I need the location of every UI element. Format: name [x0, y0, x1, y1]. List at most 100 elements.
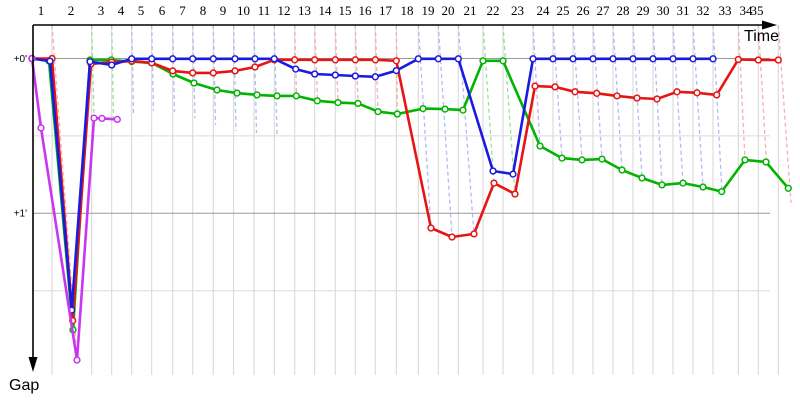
series-green-car-line [30, 57, 790, 332]
series-blue-car-lap-marker [128, 55, 136, 63]
series-red-car-lap-marker [754, 56, 762, 64]
gap-axis-label: Gap [9, 377, 39, 394]
series-blue-car-lap-marker [46, 57, 54, 65]
series-red-car-lap-marker [392, 57, 400, 65]
series-blue-car-lap-marker [414, 55, 422, 63]
lap-number-label: 23 [511, 3, 524, 18]
series-green-car-lap-marker [784, 184, 792, 192]
series-green-car-lap-marker [499, 57, 507, 65]
series-blue-car [28, 54, 717, 314]
series-green-car-lap-marker [334, 98, 342, 107]
lap-crossing-dashed-line-blue [672, 24, 684, 184]
series-blue-car-lap-marker [189, 55, 197, 63]
lap-crossing-dashed-line-blue [417, 24, 432, 229]
series-green-car-lap-marker [699, 183, 707, 191]
series-blue-car-lap-marker [649, 55, 657, 63]
series-blue-car-lap-marker [231, 55, 239, 63]
series-green-car-lap-marker [762, 158, 770, 166]
series-green-car-lap-marker [578, 156, 586, 164]
series-red-car-lap-marker [693, 89, 701, 97]
series-blue-car-lap-marker [609, 55, 617, 63]
lap-number-label: 19 [422, 3, 435, 18]
lap-crossing-dashed-line-blue [532, 24, 541, 146]
series-blue-car-lap-marker [689, 55, 697, 63]
lap-number-label: 17 [379, 3, 393, 18]
lap-crossing-dashed-line-green [91, 24, 95, 117]
series-red-car-lap-marker [470, 230, 478, 238]
series-red-car-lap-marker [713, 91, 721, 99]
series-blue-car-lap-marker [509, 170, 517, 178]
series-blue-car-lap-marker [270, 55, 278, 63]
lap-number-label: 30 [657, 3, 670, 18]
series-red-car-lap-marker [633, 94, 641, 102]
lap-number-label: 12 [278, 3, 291, 18]
series-green-car-lap-marker [679, 179, 687, 187]
series-red-car-lap-marker [531, 82, 539, 90]
series-green-car-lap-marker [441, 105, 449, 113]
series-green-car-lap-marker [253, 91, 261, 99]
lap-number-label: 15 [339, 3, 352, 18]
lap-number-label: 35 [751, 3, 764, 18]
lap-number-label: 8 [200, 3, 207, 18]
series-green-car-lap-marker [292, 92, 300, 100]
series-red-car-lap-marker [331, 56, 339, 64]
series-red-car-lap-marker [571, 88, 579, 96]
series-blue-car-lap-marker [292, 65, 300, 73]
lap-crossing-dashed-line-red [777, 24, 792, 204]
lap-crossing-dashed-line-red [757, 24, 768, 163]
gap-axis-arrow-icon [28, 357, 38, 372]
series-red-car-lap-marker [427, 224, 435, 232]
series-green-car-lap-marker [313, 97, 321, 105]
horizontal-gridlines [33, 58, 770, 292]
series-red-car-lap-marker [551, 83, 559, 91]
series-red-car-lap-marker [231, 67, 239, 75]
series-blue-car-lap-marker [371, 73, 379, 81]
lap-number-label: 34 [740, 3, 754, 18]
lap-number-label: 31 [677, 3, 690, 18]
series-red-car-lap-marker [448, 233, 456, 241]
lap-crossing-dashed-line-red [334, 24, 339, 103]
series-green-car-lap-marker [213, 86, 221, 94]
series-red-car-line [30, 57, 780, 322]
series-green-car-lap-marker [233, 89, 241, 97]
lap-crossing-dashed-line-green [482, 24, 495, 184]
series-blue-car-lap-marker [331, 71, 339, 79]
series-blue-car-lap-marker [529, 55, 537, 63]
series-green-car-lap-marker [598, 155, 606, 163]
series-blue-car-lap-marker [434, 55, 442, 63]
series-blue-car-lap-marker [489, 167, 497, 175]
series-blue-car-lap-marker [108, 61, 116, 69]
lap-number-label: 13 [298, 3, 311, 18]
series-red-car-lap-marker [490, 179, 498, 187]
series-magenta-car-lap-marker [28, 54, 36, 63]
series-blue-car-lap-marker [454, 55, 462, 63]
series-green-car-lap-marker [658, 181, 666, 189]
series-blue-car-lap-marker [569, 55, 577, 63]
series-red-car-lap-marker [189, 69, 197, 77]
series-blue-car-line [30, 57, 715, 312]
lap-crossing-dashed-line-blue [552, 24, 563, 159]
series-blue-car-lap-marker [549, 55, 557, 63]
lap-crossing-dashed-line-red [737, 24, 746, 160]
lap-crossing-dashed-line-red [354, 24, 359, 104]
series-blue-car-lap-marker [629, 55, 637, 63]
series-blue-car-lap-marker [251, 55, 259, 63]
series-red-car-lap-marker [593, 89, 601, 97]
series-green-car-lap-marker [618, 166, 626, 174]
series-blue-car-lap-marker [148, 55, 156, 63]
series-green-car [28, 54, 792, 334]
lap-crossing-dashed-line-blue [572, 24, 583, 160]
series-red-car-lap-marker [673, 88, 681, 96]
series-green-car-lap-marker [479, 57, 487, 65]
lap-number-label: 33 [719, 3, 732, 18]
series-blue-car-lap-marker [311, 70, 319, 78]
series-blue-car-lap-marker [669, 55, 677, 63]
series-red-car-lap-marker [371, 56, 379, 64]
vertical-gridlines [51, 25, 779, 375]
series-red-car-lap-marker [774, 56, 782, 64]
series-magenta-car-lap-marker [98, 114, 106, 123]
lap-crossing-dashed-line-green [111, 24, 115, 119]
lap-crossing-dashed-line-blue [632, 24, 643, 178]
series-green-car-lap-marker [374, 107, 382, 116]
